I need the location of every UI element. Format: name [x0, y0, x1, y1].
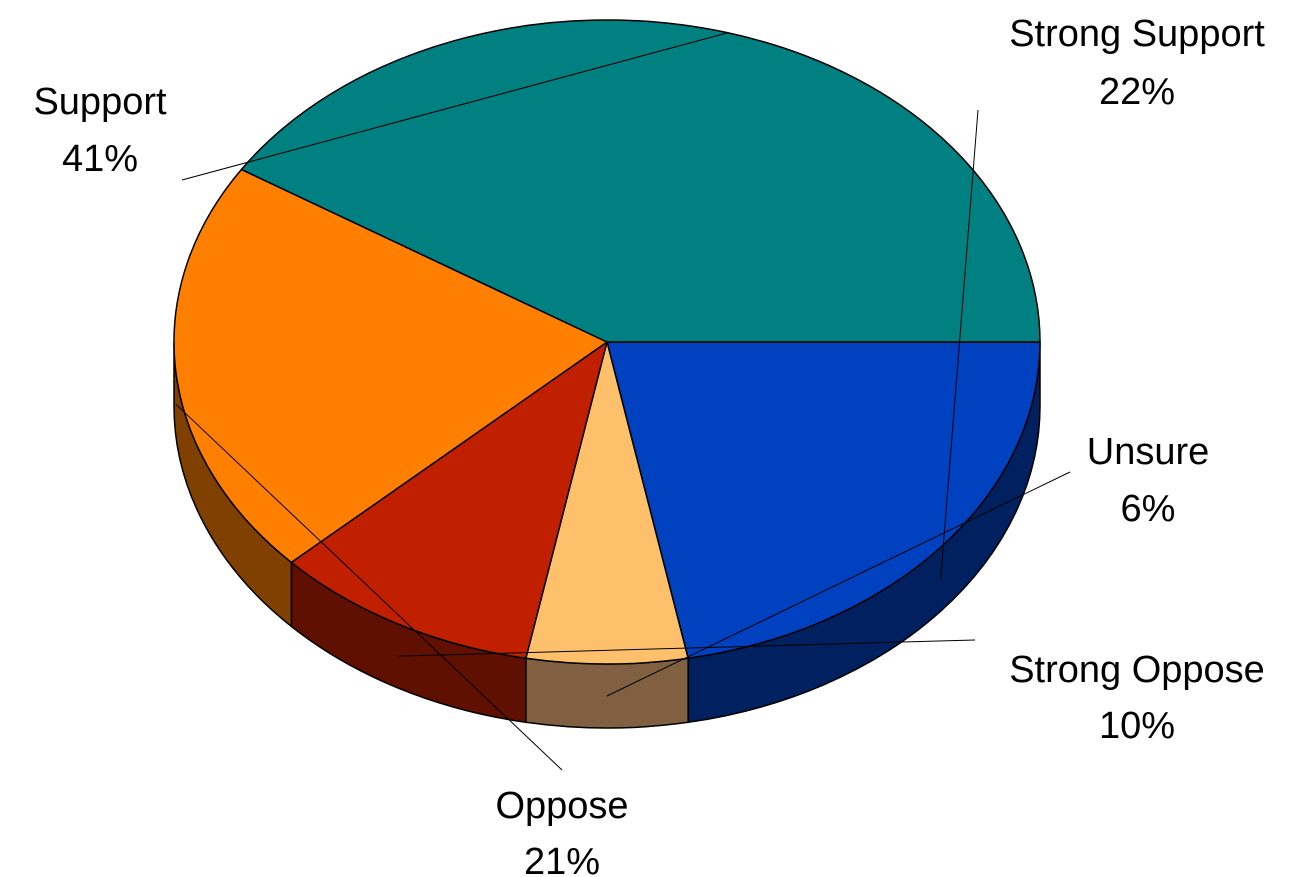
slice-label-name: Support — [33, 81, 167, 123]
slice-label-unsure: Unsure 6% — [1087, 431, 1210, 530]
slice-label-name: Oppose — [495, 785, 628, 827]
slice-label-value: 22% — [1099, 71, 1175, 113]
slice-label-value: 6% — [1121, 488, 1176, 530]
slice-label-value: 21% — [524, 841, 600, 877]
slice-label-value: 41% — [62, 138, 138, 180]
slice-label-strong-support: Strong Support 22% — [1009, 13, 1265, 113]
slice-label-name: Strong Oppose — [1009, 649, 1265, 691]
slice-label-value: 10% — [1099, 705, 1175, 747]
slice-label-support: Support 41% — [33, 81, 167, 180]
pie-slices — [174, 20, 1040, 664]
slice-label-strong-oppose: Strong Oppose 10% — [1009, 649, 1265, 747]
slice-label-name: Strong Support — [1009, 13, 1265, 55]
slice-label-name: Unsure — [1087, 431, 1210, 473]
slice-label-oppose: Oppose 21% — [495, 785, 628, 877]
